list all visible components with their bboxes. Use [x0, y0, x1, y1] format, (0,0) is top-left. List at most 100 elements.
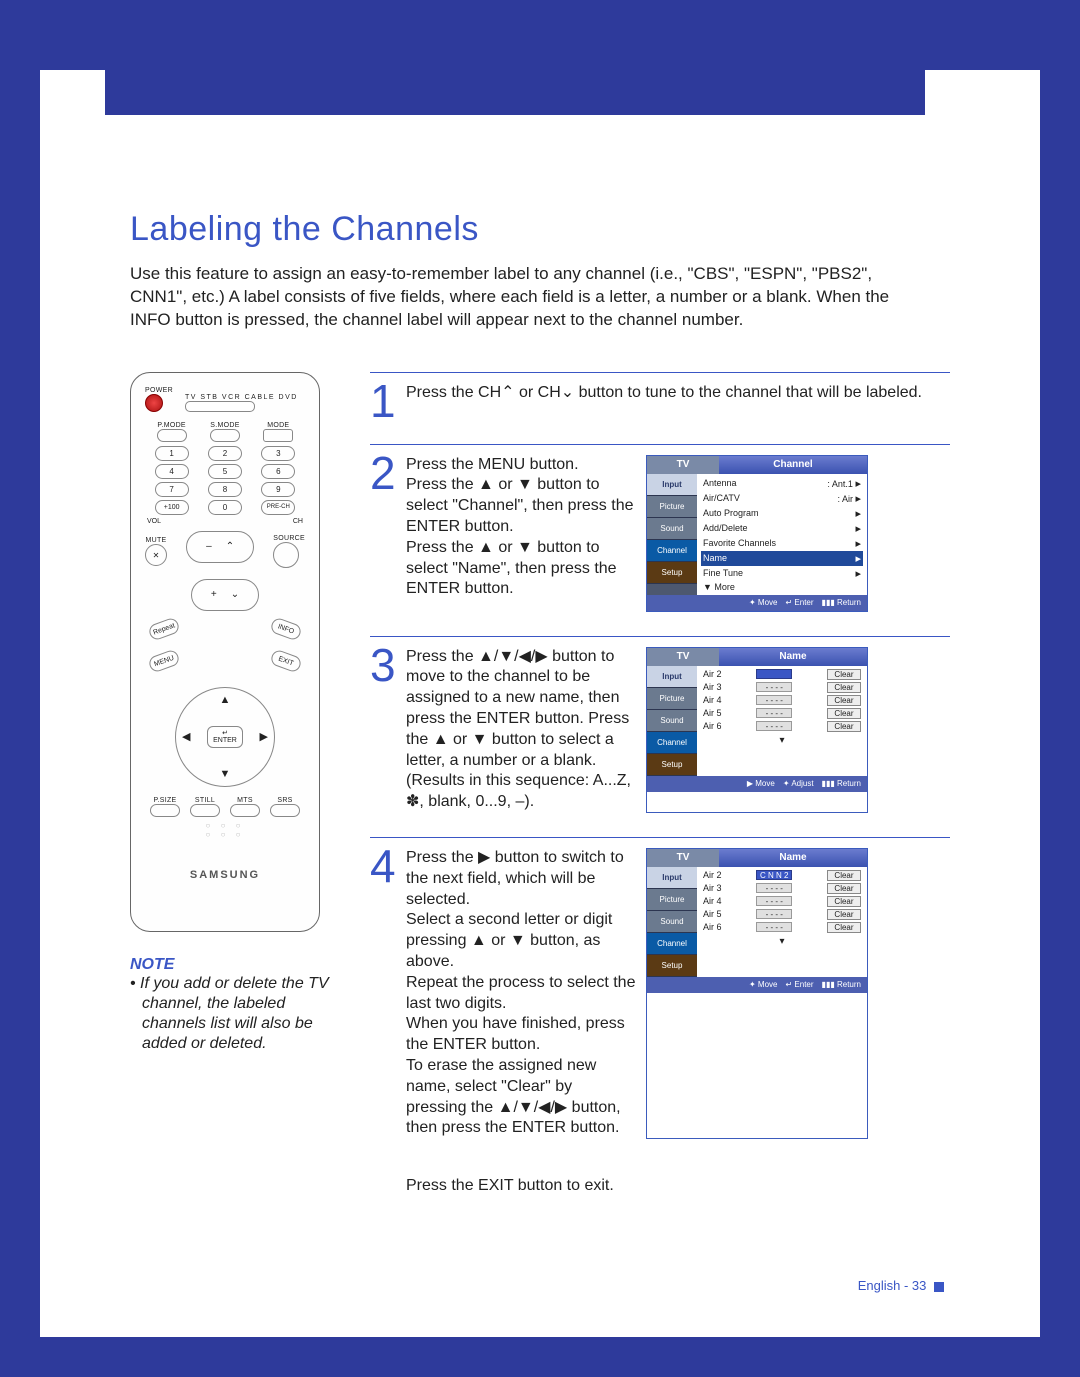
step-4-number: 4 — [370, 848, 396, 1139]
num-6[interactable]: 6 — [261, 464, 295, 479]
tab-sound[interactable]: Sound — [647, 518, 697, 540]
name-cell[interactable]: - - - - — [756, 708, 792, 718]
menu-item[interactable]: Add/Delete — [703, 523, 748, 533]
name-cell[interactable]: - - - - — [756, 883, 792, 893]
still-button[interactable] — [190, 804, 220, 817]
clear-button[interactable]: Clear — [827, 870, 861, 881]
name-cell[interactable] — [756, 669, 792, 679]
tab-input[interactable]: Input — [647, 666, 697, 688]
vol-ch-ring[interactable]: –⌃ — [186, 531, 254, 563]
mute-button[interactable]: ✕ — [145, 544, 167, 566]
mts-button[interactable] — [230, 804, 260, 817]
tab-sound[interactable]: Sound — [647, 911, 697, 933]
step-3-number: 3 — [370, 647, 396, 813]
clear-button[interactable]: Clear — [827, 695, 861, 706]
smode-button[interactable] — [210, 429, 240, 442]
remote-control: POWER TV STB VCR CABLE DVD P.MODE S.MODE… — [130, 372, 320, 932]
tab-picture[interactable]: Picture — [647, 496, 697, 518]
name-row-ch: Air 4 — [703, 695, 722, 705]
device-slider[interactable] — [185, 401, 255, 412]
clear-button[interactable]: Clear — [827, 883, 861, 894]
num-7[interactable]: 7 — [155, 482, 189, 497]
step-2-number: 2 — [370, 455, 396, 612]
page-inner: Labeling the Channels Use this feature t… — [40, 70, 1040, 1337]
still-label: STILL — [190, 797, 220, 804]
dots-row: ○ ○ ○○ ○ ○ — [145, 821, 305, 839]
clear-button[interactable]: Clear — [827, 682, 861, 693]
menu-item[interactable]: Air/CATV — [703, 493, 740, 503]
info-button[interactable]: INFO — [269, 616, 303, 641]
num-plus100[interactable]: +100 — [155, 500, 189, 515]
step-2: 2 Press the MENU button. Press the ▲ or … — [370, 444, 950, 636]
mts-label: MTS — [230, 797, 260, 804]
repeat-button[interactable]: Repeat — [147, 616, 181, 641]
num-4[interactable]: 4 — [155, 464, 189, 479]
menu-item-value: : Air — [837, 494, 853, 504]
mode-button[interactable] — [263, 429, 293, 442]
source-button[interactable] — [273, 542, 299, 568]
tab-setup[interactable]: Setup — [647, 562, 697, 584]
num-3[interactable]: 3 — [261, 446, 295, 461]
power-button[interactable] — [145, 394, 163, 412]
name-cell[interactable]: C N N 2 — [756, 870, 792, 880]
tab-setup[interactable]: Setup — [647, 754, 697, 776]
tab-channel[interactable]: Channel — [647, 540, 697, 562]
num-9[interactable]: 9 — [261, 482, 295, 497]
exit-button-remote[interactable]: EXIT — [269, 648, 303, 673]
name-cell[interactable]: - - - - — [756, 922, 792, 932]
channel-menu-title: Channel — [719, 456, 867, 474]
vol-ch-ring-2[interactable]: +⌄ — [191, 579, 259, 611]
pmode-label: P.MODE — [157, 422, 187, 429]
tab-picture[interactable]: Picture — [647, 688, 697, 710]
page-outer: Labeling the Channels Use this feature t… — [0, 0, 1080, 1377]
name-row-ch: Air 6 — [703, 922, 722, 932]
tab-picture[interactable]: Picture — [647, 889, 697, 911]
tab-sound[interactable]: Sound — [647, 710, 697, 732]
menu-item[interactable]: Antenna — [703, 478, 737, 488]
tab-setup[interactable]: Setup — [647, 955, 697, 977]
dpad-up-icon[interactable]: ▲ — [220, 694, 231, 706]
num-0[interactable]: 0 — [208, 500, 242, 515]
num-5[interactable]: 5 — [208, 464, 242, 479]
num-1[interactable]: 1 — [155, 446, 189, 461]
name-cell[interactable]: - - - - — [756, 695, 792, 705]
psize-button[interactable] — [150, 804, 180, 817]
pmode-button[interactable] — [157, 429, 187, 442]
clear-button[interactable]: Clear — [827, 909, 861, 920]
dpad-down-icon[interactable]: ▼ — [220, 768, 231, 780]
clear-button[interactable]: Clear — [827, 669, 861, 680]
tab-channel[interactable]: Channel — [647, 933, 697, 955]
tab-input[interactable]: Input — [647, 474, 697, 496]
left-column: POWER TV STB VCR CABLE DVD P.MODE S.MODE… — [130, 372, 330, 1195]
name-cell[interactable]: - - - - — [756, 896, 792, 906]
menu-item-more[interactable]: ▼ More — [703, 582, 735, 592]
tab-column: Input Picture Sound Channel Setup — [647, 474, 697, 595]
num-8[interactable]: 8 — [208, 482, 242, 497]
menu-item-name[interactable]: Name — [703, 553, 727, 563]
dpad[interactable]: ▲ ▼ ◀ ▶ ↵ENTER — [175, 687, 275, 787]
menu-item[interactable]: Favorite Channels — [703, 538, 776, 548]
menu-button[interactable]: MENU — [147, 648, 181, 673]
dpad-left-icon[interactable]: ◀ — [182, 730, 190, 743]
footer-return: ▮▮▮ Return — [822, 598, 861, 607]
name-cell[interactable]: - - - - — [756, 909, 792, 919]
srs-button[interactable] — [270, 804, 300, 817]
tab-input[interactable]: Input — [647, 867, 697, 889]
clear-button[interactable]: Clear — [827, 708, 861, 719]
enter-button[interactable]: ↵ENTER — [207, 726, 243, 748]
name-cell[interactable]: - - - - — [756, 682, 792, 692]
clear-button[interactable]: Clear — [827, 721, 861, 732]
clear-button[interactable]: Clear — [827, 896, 861, 907]
menu-item[interactable]: Fine Tune — [703, 568, 743, 578]
name-cell[interactable]: - - - - — [756, 721, 792, 731]
dpad-right-icon[interactable]: ▶ — [260, 730, 268, 743]
footer-return: ▮▮▮ Return — [822, 980, 861, 989]
note-body: • If you add or delete the TV channel, t… — [130, 974, 330, 1054]
menu-item[interactable]: Auto Program — [703, 508, 759, 518]
name-row-ch: Air 2 — [703, 870, 722, 880]
name-menu-title: Name — [719, 849, 867, 867]
tab-channel[interactable]: Channel — [647, 732, 697, 754]
clear-button[interactable]: Clear — [827, 922, 861, 933]
num-2[interactable]: 2 — [208, 446, 242, 461]
num-prech[interactable]: PRE-CH — [261, 500, 295, 515]
